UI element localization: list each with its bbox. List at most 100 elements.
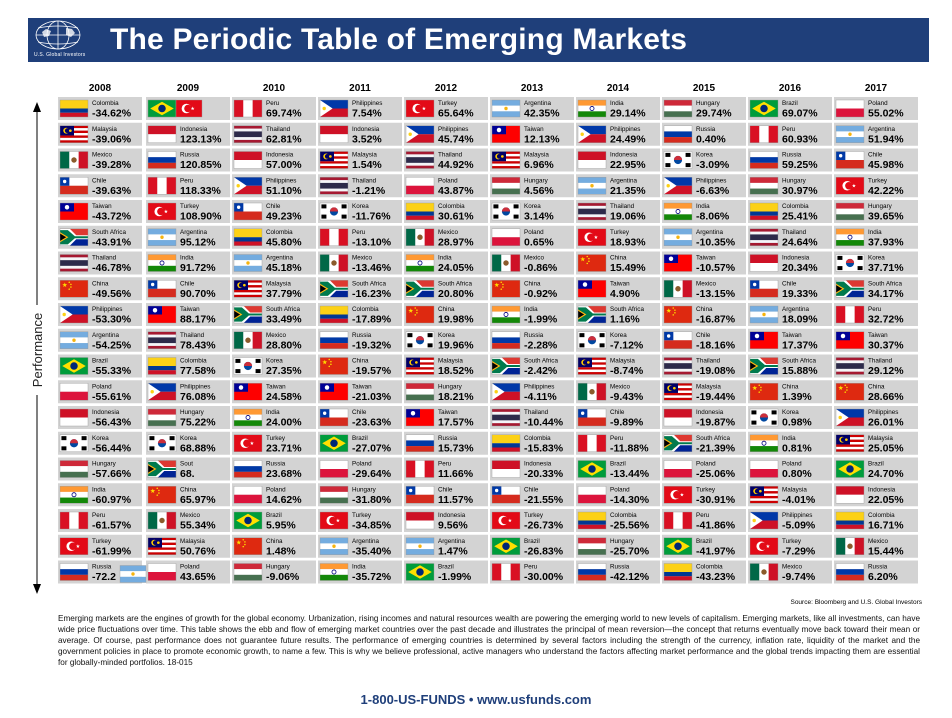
year-headers: 2008 2009 2010 2011 2012 2013 2014 2015 2016 2017 <box>89 83 888 94</box>
year-header-2017: 2017 <box>865 83 888 94</box>
country-label: South Africa <box>438 280 472 287</box>
country-label: Russia <box>266 461 286 468</box>
country-label: Hungary <box>92 461 117 468</box>
return-value: -31.80% <box>352 494 392 506</box>
country-label: Colombia <box>352 306 379 313</box>
return-value: -25.06% <box>696 468 736 480</box>
country-label: Taiwan <box>438 409 458 416</box>
country-label: Chile <box>438 486 453 493</box>
poland-flag-icon <box>491 228 521 246</box>
periodic-table-chart: 2008 2009 2010 2011 2012 2013 2014 2015 2016 2017… <box>30 83 918 594</box>
mexico-flag-icon <box>405 228 435 246</box>
cell-2013-south-africa: South Africa-2.42% <box>490 354 574 378</box>
india-flag-icon <box>491 305 521 324</box>
return-value: -46.78% <box>92 262 132 274</box>
country-label: Malaysia <box>438 358 463 365</box>
return-value: -56.44% <box>92 442 132 454</box>
cell-2013-chile: Chile-21.55% <box>490 483 574 507</box>
cell-2013-peru: Peru-30.00% <box>490 560 574 584</box>
philippines-flag-icon <box>835 408 865 427</box>
country-label: South Africa <box>266 306 300 313</box>
poland-flag-icon <box>663 460 693 478</box>
return-value: 1.16% <box>610 314 640 326</box>
return-value: 20.34% <box>782 262 818 274</box>
country-label: Brazil <box>438 564 454 571</box>
return-value: 37.71% <box>868 262 904 274</box>
country-label: Malaysia <box>266 280 291 287</box>
country-label: Indonesia <box>352 126 380 133</box>
argentina-flag-icon <box>319 537 349 555</box>
return-value: 44.92% <box>438 159 474 171</box>
return-value: 9.56% <box>438 520 468 532</box>
return-value: 5.95% <box>266 520 296 532</box>
return-value: -13.46% <box>352 262 392 274</box>
country-label: Korea <box>180 435 197 442</box>
return-value: 24.05% <box>438 262 474 274</box>
brazil-flag-icon <box>405 563 435 581</box>
peru-flag-icon <box>405 460 435 478</box>
return-value: -13.10% <box>352 236 392 248</box>
cell-2015-philippines: Philippines-6.63% <box>662 174 746 198</box>
taiwan-flag-icon <box>835 331 865 349</box>
return-value: 37.79% <box>266 288 302 300</box>
cell-2014-poland: Poland-14.30% <box>576 483 660 507</box>
return-value: -13.15% <box>696 288 736 300</box>
country-label: Turkey <box>352 512 372 519</box>
return-value: 29.12% <box>868 365 904 377</box>
country-label: Colombia <box>92 100 119 107</box>
cell-2016-malaysia: Malaysia-4.01% <box>748 483 832 507</box>
return-value: -11.88% <box>610 442 649 454</box>
thailand-flag-icon <box>577 202 607 221</box>
cell-2011-chile: Chile-23.63% <box>318 406 402 429</box>
country-label: Brazil <box>352 435 368 442</box>
country-label: India <box>266 409 280 416</box>
thailand-flag-icon <box>319 177 349 195</box>
year-header-2008: 2008 <box>89 83 112 94</box>
russia-flag-icon <box>319 331 349 349</box>
return-value: -56.43% <box>92 417 132 429</box>
country-label: Colombia <box>696 564 723 571</box>
return-value: -14.30% <box>610 494 650 506</box>
china-flag-icon <box>663 305 693 324</box>
cell-2011-india: India-35.72% <box>318 560 402 584</box>
cell-2013-brazil: Brazil-26.83% <box>490 534 574 558</box>
cell-2016-turkey: Turkey-7.29% <box>748 534 832 558</box>
argentina-flag-icon <box>405 537 435 555</box>
cell-2015-indonesia: Indonesia-19.87% <box>662 406 746 429</box>
return-value: -10.57% <box>696 262 736 274</box>
return-value: 43.65% <box>180 571 216 583</box>
philippines-flag-icon <box>577 125 607 143</box>
country-label: Argentina <box>92 332 119 339</box>
return-value: 123.13% <box>180 133 222 145</box>
hungary-flag-icon <box>147 408 177 427</box>
return-value: -16.87% <box>696 314 736 326</box>
indonesia-flag-icon <box>835 486 865 504</box>
indonesia-flag-icon <box>405 511 435 530</box>
description-paragraph: Emerging markets are the engines of grow… <box>58 614 920 667</box>
chile-flag-icon <box>233 202 263 221</box>
cell-2011-hungary: Hungary-31.80% <box>318 483 402 507</box>
return-value: 37.93% <box>868 236 904 248</box>
country-label: India <box>782 435 796 442</box>
return-value: -55.33% <box>92 365 132 377</box>
return-value: 14.62% <box>266 494 302 506</box>
argentina-flag-icon <box>749 305 779 324</box>
return-value: -10.44% <box>524 417 564 429</box>
return-value: -18.16% <box>696 339 736 351</box>
cell-2015-thailand: Thailand-19.08% <box>662 354 746 378</box>
mexico-flag-icon <box>835 537 865 555</box>
return-value: 15.44% <box>868 545 904 557</box>
mexico-flag-icon <box>59 151 89 169</box>
cell-2011-south-africa: South Africa-16.23% <box>318 277 402 301</box>
